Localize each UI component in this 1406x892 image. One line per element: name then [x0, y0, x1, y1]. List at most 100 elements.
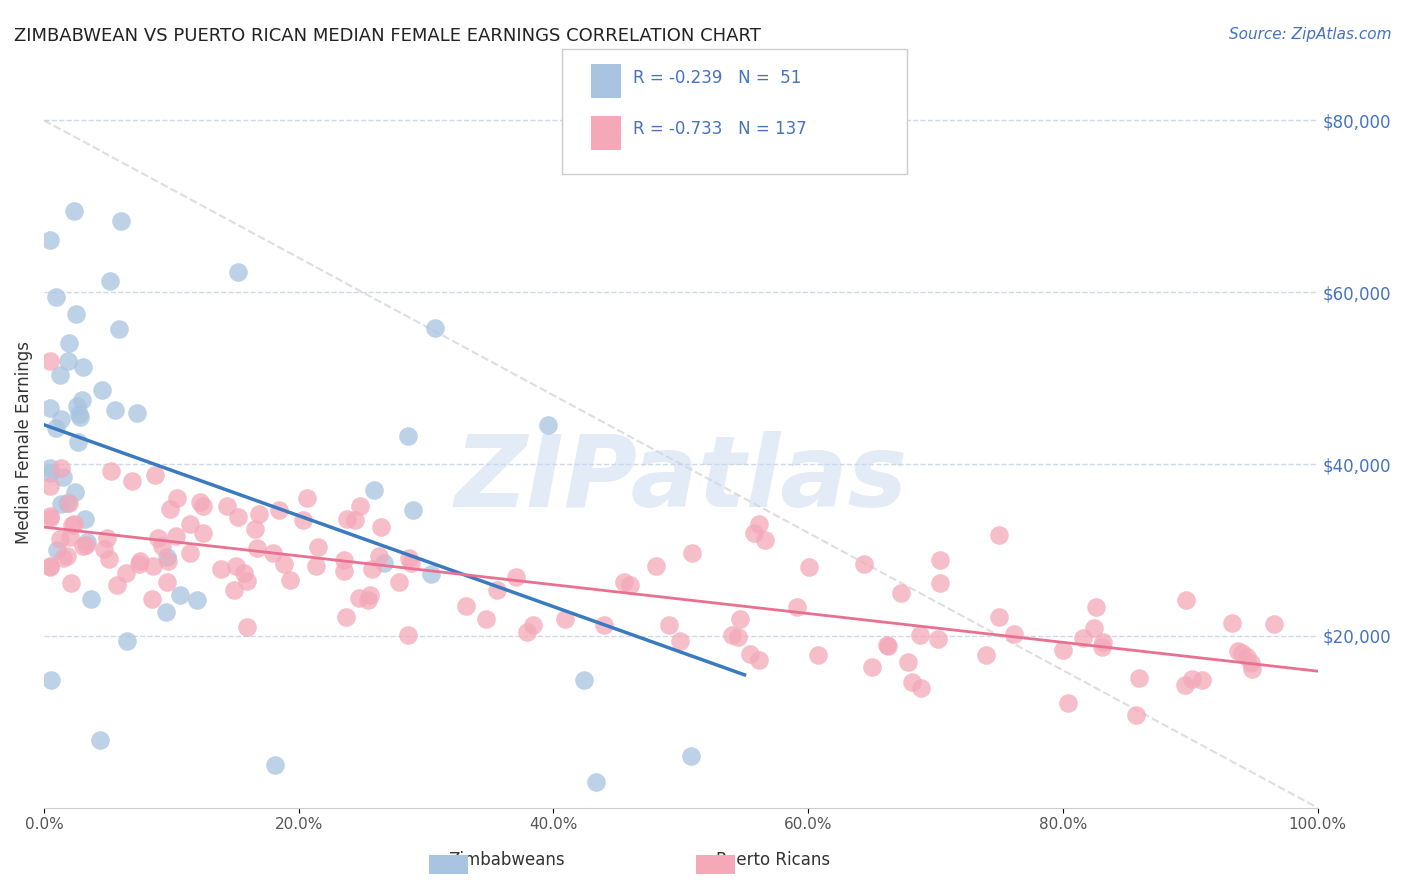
Point — [67, 434, 90, 449]
Point — [169, 588, 191, 602]
Point — [233, 566, 256, 580]
Point — [49, 532, 72, 546]
Point — [585, 775, 607, 789]
Point — [98, 274, 121, 288]
Point — [335, 512, 357, 526]
Point — [347, 591, 370, 605]
Point — [1263, 616, 1285, 631]
Point — [929, 575, 952, 590]
Point — [58, 336, 80, 351]
Point — [910, 681, 932, 696]
Point — [39, 354, 62, 368]
Point — [929, 553, 952, 567]
Point — [335, 610, 357, 624]
Point — [67, 407, 90, 421]
Point — [728, 611, 751, 625]
Point — [748, 517, 770, 532]
Point — [367, 549, 389, 563]
Point — [159, 502, 181, 516]
Point — [1226, 644, 1249, 658]
Text: Puerto Ricans: Puerto Ricans — [716, 851, 831, 869]
Point — [228, 265, 250, 279]
Point — [222, 583, 245, 598]
Point — [396, 628, 419, 642]
Point — [80, 591, 103, 606]
Point — [727, 630, 749, 644]
Point — [593, 618, 616, 632]
Point — [1230, 646, 1253, 660]
Point — [51, 461, 73, 475]
Point — [105, 578, 128, 592]
Point — [619, 578, 641, 592]
Point — [63, 517, 86, 532]
Point — [165, 529, 187, 543]
Point — [1083, 621, 1105, 635]
Point — [155, 606, 177, 620]
Point — [55, 549, 77, 564]
Point — [39, 508, 62, 523]
Point — [63, 485, 86, 500]
Text: ZIMBABWEAN VS PUERTO RICAN MEDIAN FEMALE EARNINGS CORRELATION CHART: ZIMBABWEAN VS PUERTO RICAN MEDIAN FEMALE… — [14, 27, 761, 45]
Point — [295, 491, 318, 505]
Point — [927, 632, 949, 646]
Point — [72, 539, 94, 553]
Point — [128, 557, 150, 571]
Point — [39, 401, 62, 416]
Point — [73, 512, 96, 526]
Point — [1056, 696, 1078, 710]
Point — [1174, 593, 1197, 607]
Point — [142, 559, 165, 574]
Point — [988, 609, 1011, 624]
Point — [128, 554, 150, 568]
Point — [65, 306, 87, 320]
Point — [58, 496, 80, 510]
Point — [72, 360, 94, 375]
Point — [114, 566, 136, 581]
Point — [51, 497, 73, 511]
Point — [877, 640, 900, 654]
Point — [41, 673, 63, 688]
Point — [897, 656, 920, 670]
Point — [1191, 673, 1213, 687]
Point — [486, 583, 509, 598]
Point — [1091, 640, 1114, 655]
Point — [890, 586, 912, 600]
Point — [399, 557, 422, 571]
Point — [1181, 673, 1204, 687]
Point — [91, 383, 114, 397]
Point — [876, 638, 898, 652]
Point — [537, 417, 560, 432]
Point — [155, 549, 177, 564]
Point — [143, 468, 166, 483]
Point — [217, 499, 239, 513]
Text: R = -0.733   N = 137: R = -0.733 N = 137 — [633, 120, 807, 138]
Point — [66, 400, 89, 414]
Point — [681, 545, 703, 559]
Point — [1073, 631, 1095, 645]
Point — [39, 559, 62, 574]
Point — [987, 528, 1010, 542]
Point — [522, 618, 544, 632]
Text: Zimbabweans: Zimbabweans — [449, 851, 564, 869]
Point — [370, 520, 392, 534]
Point — [388, 574, 411, 589]
Point — [269, 503, 291, 517]
Point — [263, 757, 285, 772]
Point — [60, 575, 83, 590]
Point — [613, 574, 636, 589]
Point — [349, 500, 371, 514]
Point — [262, 546, 284, 560]
Point — [333, 553, 356, 567]
Point — [110, 214, 132, 228]
Point — [1240, 662, 1263, 676]
Point — [45, 290, 67, 304]
Text: Source: ZipAtlas.com: Source: ZipAtlas.com — [1229, 27, 1392, 42]
Point — [357, 592, 380, 607]
Point — [720, 628, 742, 642]
Point — [474, 612, 496, 626]
Point — [39, 559, 62, 574]
Point — [744, 526, 766, 541]
Point — [402, 503, 425, 517]
Point — [75, 538, 97, 552]
Point — [554, 612, 576, 626]
